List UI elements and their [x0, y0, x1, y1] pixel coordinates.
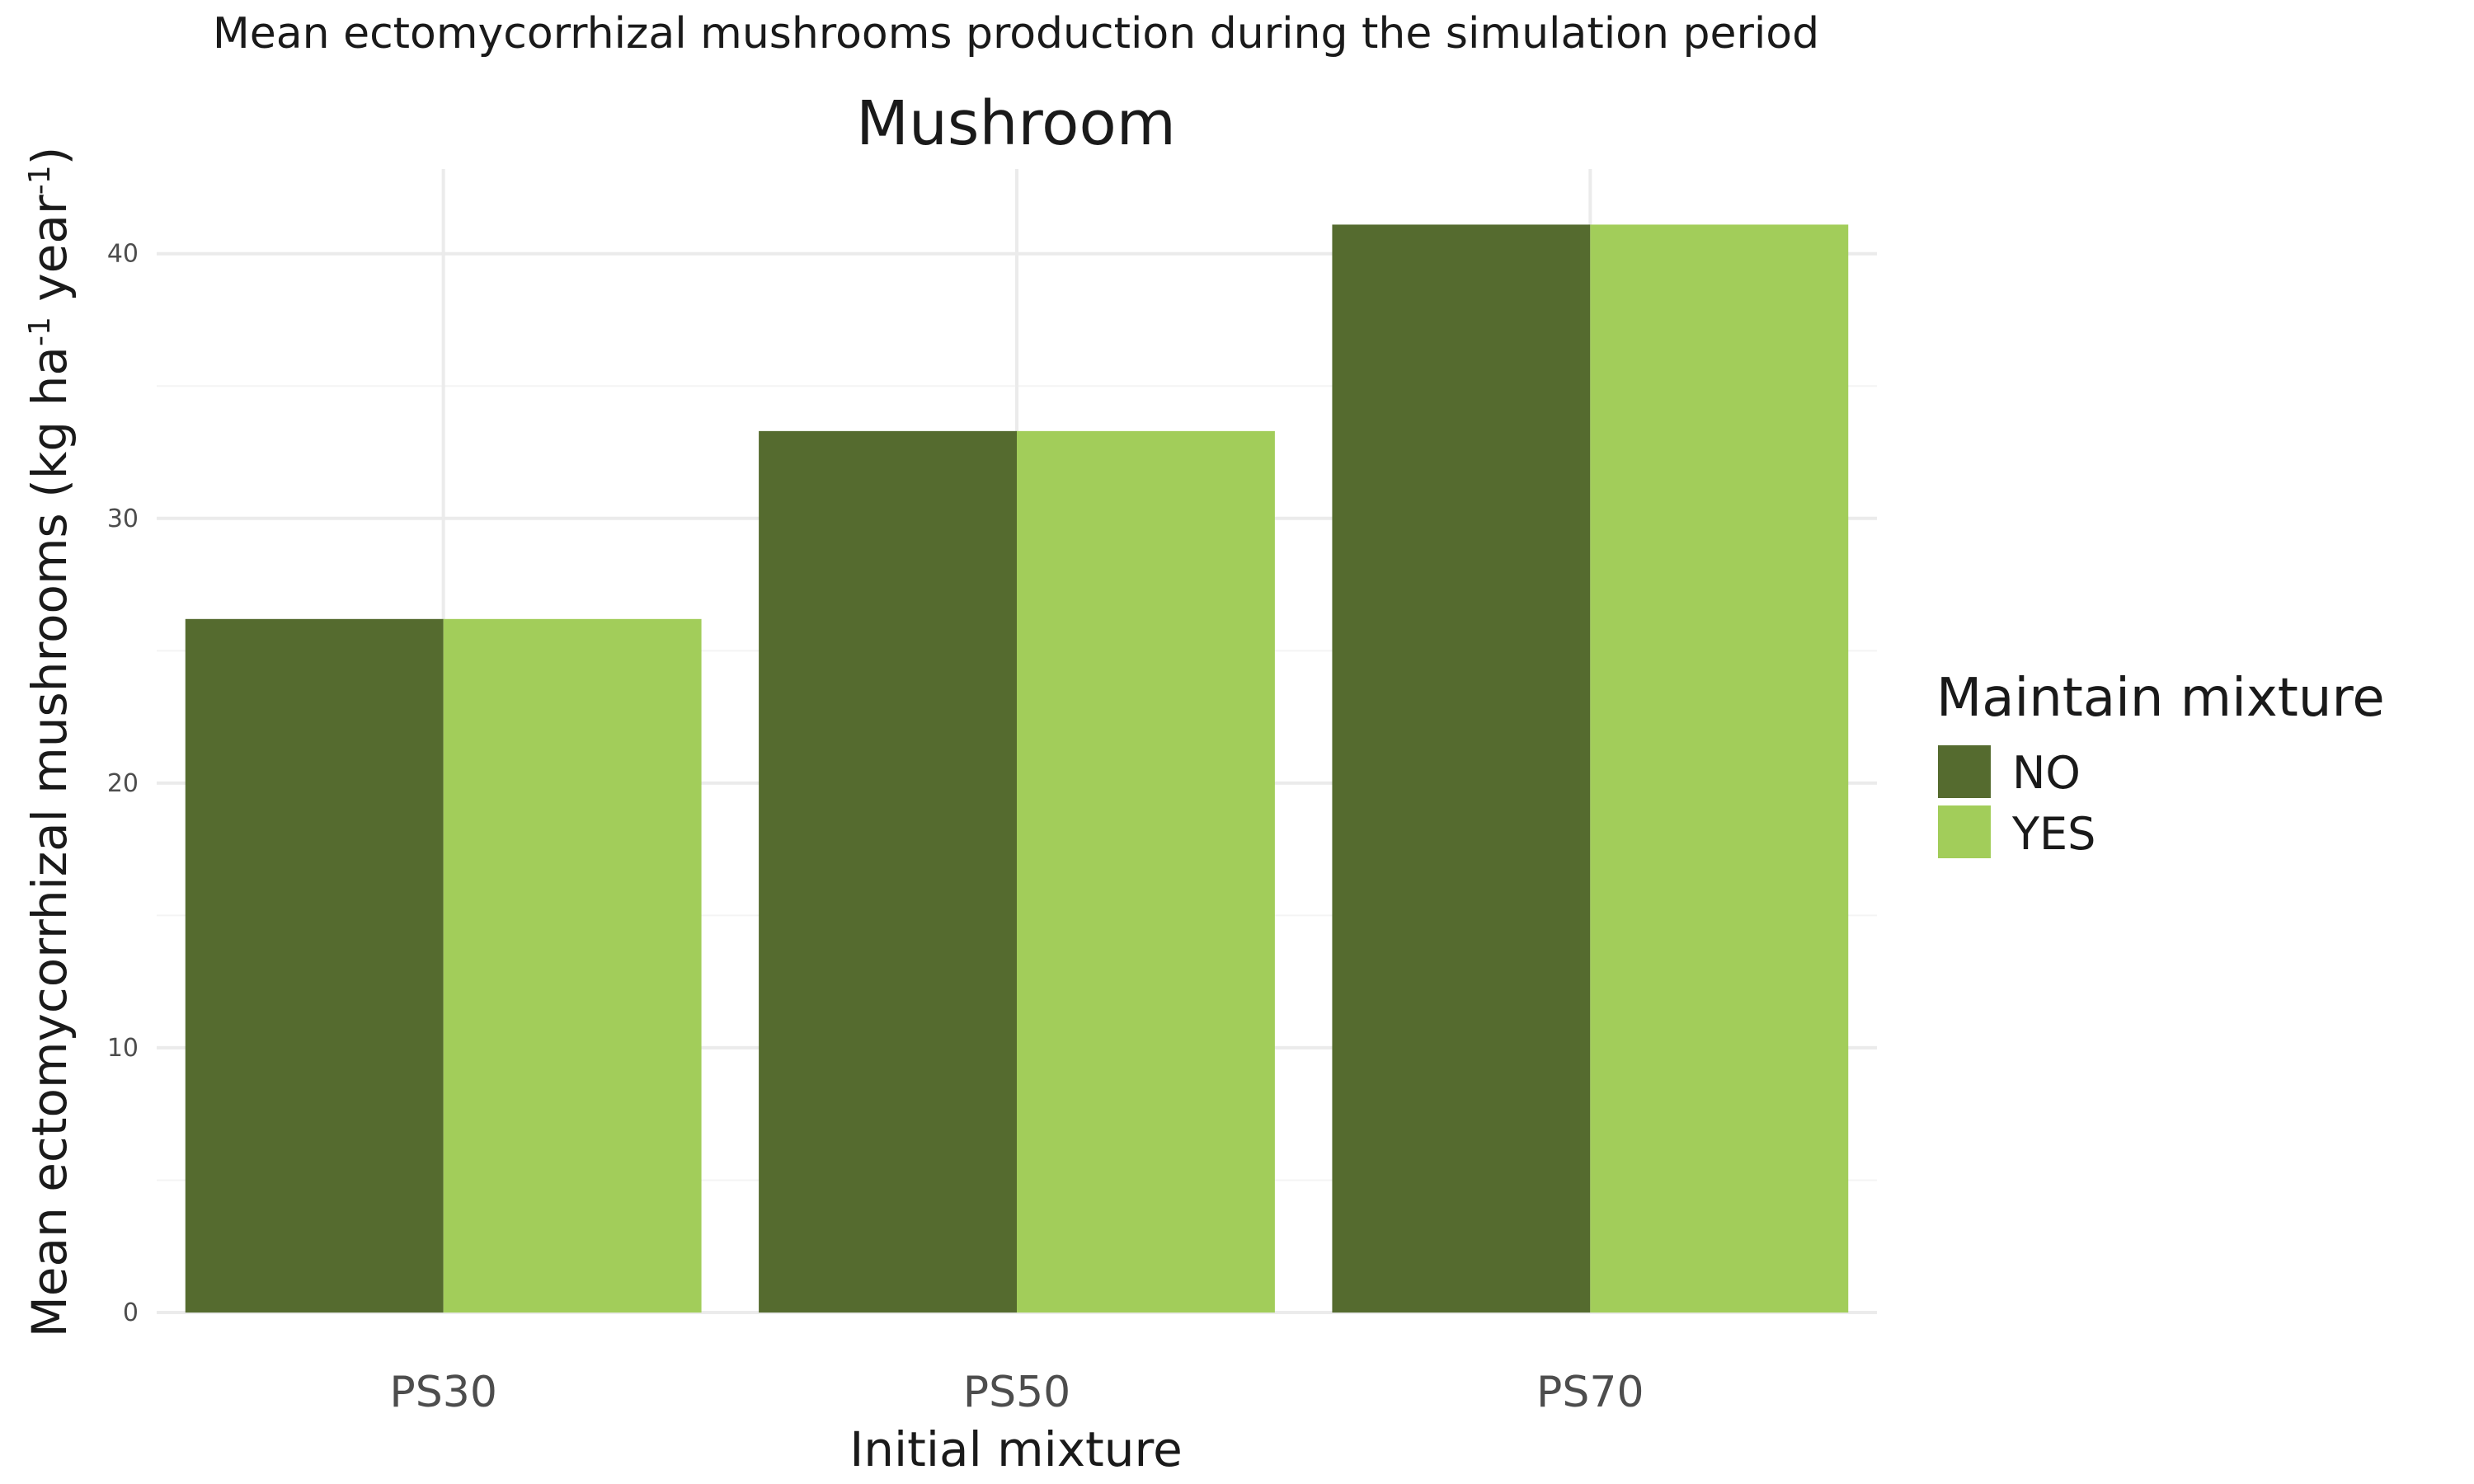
y-axis-label-sup2: -1 [23, 165, 57, 195]
header-text: Mean ectomycorrhizal mushrooms productio… [213, 9, 1819, 59]
y-axis-label-mid: year [21, 195, 78, 317]
legend-key-no [1938, 745, 1991, 798]
y-tick-labels: 0 10 20 30 40 [107, 240, 139, 1327]
legend: Maintain mixture NO YES [1936, 668, 2385, 860]
y-axis-label-end: ) [21, 147, 78, 166]
bar-no-ps30 [185, 618, 444, 1313]
y-tick-label: 40 [107, 240, 139, 269]
y-tick-label: 0 [123, 1298, 139, 1327]
x-axis-label: Initial mixture [849, 1421, 1183, 1477]
bars [185, 224, 1849, 1313]
bar-no-ps70 [1332, 224, 1591, 1313]
bar-yes-ps30 [443, 618, 702, 1313]
legend-title: Maintain mixture [1936, 668, 2385, 729]
bar-yes-ps70 [1590, 224, 1849, 1313]
y-tick-label: 30 [107, 505, 139, 533]
bar-no-ps50 [759, 430, 1017, 1313]
x-tick-labels: PS30 PS50 PS70 [389, 1368, 1644, 1417]
legend-label-no: NO [2012, 747, 2081, 799]
y-tick-label: 10 [107, 1034, 139, 1063]
bar-yes-ps50 [1017, 430, 1275, 1313]
x-tick-label: PS30 [389, 1368, 497, 1417]
legend-key-yes [1938, 805, 1991, 858]
x-tick-label: PS50 [963, 1368, 1071, 1417]
y-tick-label: 20 [107, 769, 139, 798]
legend-label-yes: YES [2011, 808, 2095, 860]
y-axis-label-main: Mean ectomycorrhizal mushrooms (kg ha [21, 346, 78, 1337]
y-axis-label-sup1: -1 [23, 317, 57, 346]
chart-title: Mushroom [856, 88, 1176, 159]
x-tick-label: PS70 [1536, 1368, 1644, 1417]
y-axis-label: Mean ectomycorrhizal mushrooms (kg ha-1 … [21, 147, 78, 1338]
